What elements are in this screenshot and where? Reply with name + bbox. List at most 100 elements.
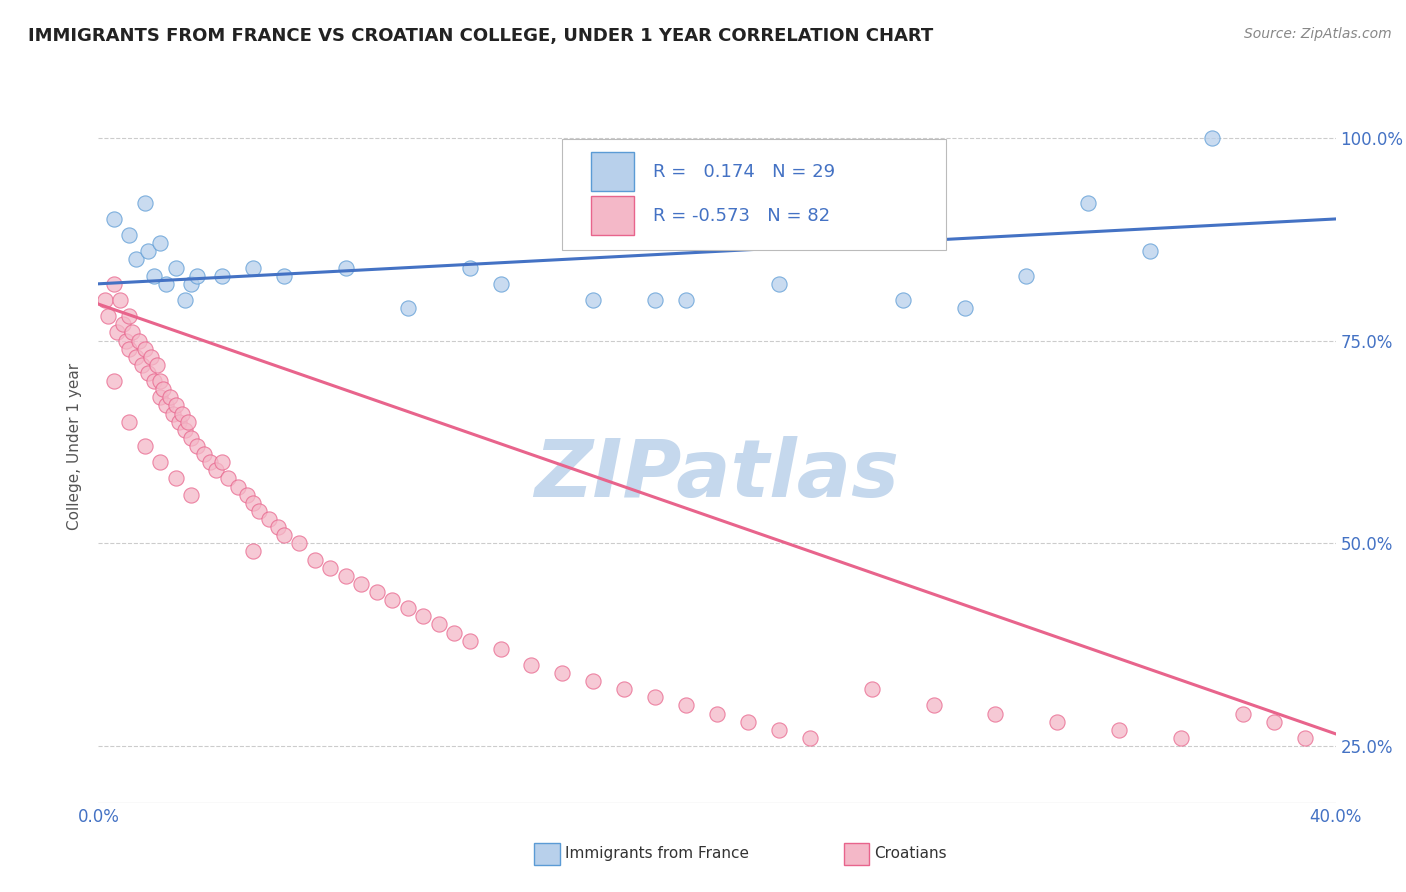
Point: [149, 236, 172, 251]
Point: [177, 415, 200, 429]
Point: [257, 512, 280, 526]
Point: [350, 577, 373, 591]
Point: [443, 625, 465, 640]
Point: [152, 382, 174, 396]
Point: [1170, 731, 1192, 745]
Point: [644, 690, 666, 705]
Point: [582, 674, 605, 689]
Point: [155, 277, 177, 291]
Point: [174, 423, 197, 437]
Point: [167, 415, 190, 429]
Point: [799, 731, 821, 745]
Point: [108, 293, 131, 307]
Point: [180, 488, 202, 502]
Point: [226, 479, 249, 493]
Point: [118, 310, 141, 324]
FancyBboxPatch shape: [591, 152, 634, 191]
Point: [768, 277, 790, 291]
Point: [103, 211, 125, 226]
Point: [165, 471, 187, 485]
Point: [134, 439, 156, 453]
Text: R =   0.174   N = 29: R = 0.174 N = 29: [652, 162, 835, 180]
Point: [520, 657, 543, 672]
Point: [121, 326, 143, 340]
Point: [335, 260, 357, 275]
Point: [1077, 195, 1099, 210]
Point: [489, 277, 512, 291]
Point: [162, 407, 184, 421]
Point: [267, 520, 290, 534]
Point: [139, 350, 162, 364]
Point: [180, 431, 202, 445]
Point: [149, 390, 172, 404]
Point: [136, 244, 159, 259]
Point: [93, 293, 115, 307]
Point: [458, 633, 481, 648]
Point: [1139, 244, 1161, 259]
Point: [1201, 131, 1223, 145]
Point: [165, 399, 187, 413]
Point: [146, 358, 169, 372]
Point: [768, 723, 790, 737]
Point: [335, 568, 357, 582]
Point: [136, 366, 159, 380]
Point: [143, 374, 166, 388]
Point: [186, 439, 208, 453]
Point: [174, 293, 197, 307]
Point: [247, 504, 270, 518]
Point: [242, 496, 264, 510]
Point: [1232, 706, 1254, 721]
Text: Croatians: Croatians: [875, 847, 948, 861]
Point: [112, 318, 135, 332]
Point: [186, 268, 208, 283]
Point: [205, 463, 228, 477]
Point: [366, 585, 388, 599]
Point: [149, 455, 172, 469]
Point: [675, 293, 697, 307]
Text: Immigrants from France: Immigrants from France: [565, 847, 749, 861]
Point: [103, 277, 125, 291]
Point: [319, 560, 342, 574]
Point: [115, 334, 138, 348]
Point: [198, 455, 221, 469]
Point: [613, 682, 636, 697]
Point: [1108, 723, 1130, 737]
Text: ZIPatlas: ZIPatlas: [534, 435, 900, 514]
Point: [242, 260, 264, 275]
Point: [170, 407, 193, 421]
Point: [149, 374, 172, 388]
Point: [165, 260, 187, 275]
Point: [644, 293, 666, 307]
Point: [128, 334, 150, 348]
Point: [118, 228, 141, 243]
Point: [737, 714, 759, 729]
Point: [922, 698, 945, 713]
Point: [103, 374, 125, 388]
Point: [304, 552, 326, 566]
Text: R = -0.573   N = 82: R = -0.573 N = 82: [652, 207, 830, 225]
Point: [124, 252, 146, 267]
Point: [396, 601, 419, 615]
Point: [458, 260, 481, 275]
Point: [155, 399, 177, 413]
Point: [242, 544, 264, 558]
Point: [953, 301, 976, 315]
Point: [105, 326, 128, 340]
Point: [984, 706, 1007, 721]
FancyBboxPatch shape: [591, 196, 634, 235]
Point: [1046, 714, 1069, 729]
Point: [143, 268, 166, 283]
Point: [860, 682, 883, 697]
Point: [1263, 714, 1285, 729]
Point: [273, 268, 295, 283]
Point: [1015, 268, 1038, 283]
Point: [551, 666, 574, 681]
Point: [582, 293, 605, 307]
Point: [273, 528, 295, 542]
Point: [124, 350, 146, 364]
Point: [675, 698, 697, 713]
Point: [706, 706, 728, 721]
Point: [489, 641, 512, 656]
Y-axis label: College, Under 1 year: College, Under 1 year: [67, 362, 83, 530]
Point: [1294, 731, 1316, 745]
